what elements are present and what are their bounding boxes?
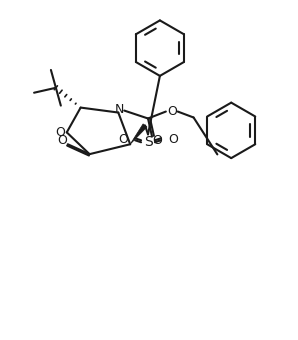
- Text: O: O: [167, 105, 177, 118]
- Text: O: O: [118, 133, 128, 146]
- Text: S: S: [144, 135, 152, 149]
- Text: O: O: [152, 134, 162, 147]
- Text: O: O: [168, 133, 178, 146]
- Text: O: O: [55, 126, 65, 139]
- Text: O: O: [57, 134, 67, 147]
- Text: N: N: [115, 103, 124, 116]
- Polygon shape: [130, 124, 147, 144]
